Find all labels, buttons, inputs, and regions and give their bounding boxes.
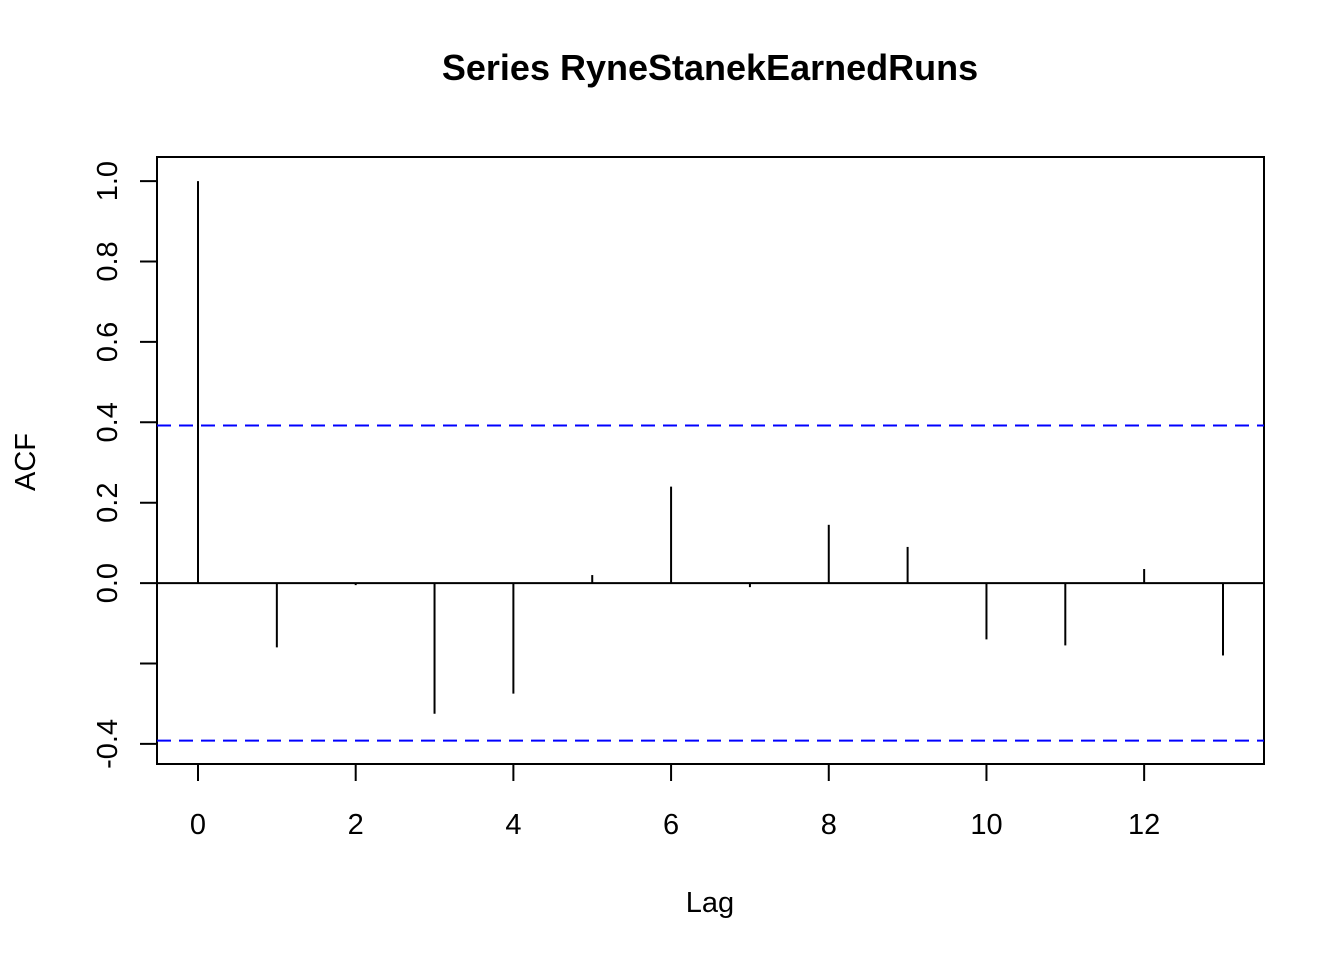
x-tick-label: 12: [1128, 809, 1160, 841]
x-tick-label: 2: [348, 809, 364, 841]
y-tick-label: 0.6: [92, 322, 124, 362]
x-axis-label: Lag: [686, 887, 734, 919]
y-tick-label: 0.8: [92, 241, 124, 281]
y-axis-label: ACF: [10, 433, 42, 491]
x-tick-label: 0: [190, 809, 206, 841]
y-tick-label: -0.4: [92, 719, 124, 769]
x-tick-label: 8: [821, 809, 837, 841]
x-axis: 0 2 4 6 8 10 12: [190, 764, 1160, 841]
acf-spikes: [157, 181, 1264, 742]
y-axis: -0.4 0.0 0.2 0.4 0.6 0.8 1.0: [92, 161, 157, 769]
y-tick-label: 0.0: [92, 563, 124, 603]
x-tick-label: 4: [505, 809, 521, 841]
x-tick-label: 10: [970, 809, 1002, 841]
y-tick-label: 0.4: [92, 402, 124, 442]
y-tick-label: 0.2: [92, 483, 124, 523]
chart-title: Series RyneStanekEarnedRuns: [442, 47, 978, 88]
x-tick-label: 6: [663, 809, 679, 841]
y-tick-label: 1.0: [92, 161, 124, 201]
plot-frame: [156, 156, 1265, 765]
